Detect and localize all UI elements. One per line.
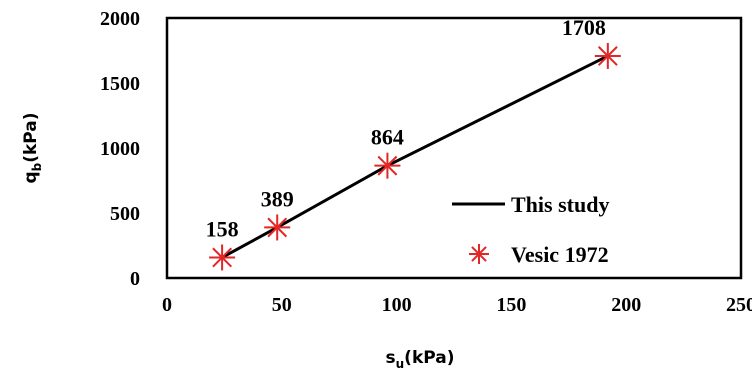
x-axis-ticks: 0 50 100 150 200 250 xyxy=(162,294,752,316)
y-axis-ticks: 0 500 1000 1500 2000 xyxy=(100,8,140,290)
this-study-line xyxy=(221,54,609,259)
plot-frame xyxy=(165,16,743,280)
vesic-1972-marker xyxy=(264,214,291,241)
y-tick-label: 2000 xyxy=(100,8,140,30)
series-layer xyxy=(209,42,621,271)
data-label: 158 xyxy=(206,216,239,241)
x-tick-label: 150 xyxy=(496,294,526,316)
y-tick-label: 1000 xyxy=(100,138,140,160)
data-label: 389 xyxy=(261,186,294,211)
x-tick-label: 50 xyxy=(272,294,292,316)
x-tick-label: 200 xyxy=(611,294,641,316)
legend-label: Vesic 1972 xyxy=(511,242,609,267)
legend-label: This study xyxy=(511,192,609,217)
y-tick-label: 0 xyxy=(130,268,140,290)
data-label: 864 xyxy=(371,125,404,150)
legend-swatch-marker xyxy=(469,244,489,264)
x-tick-label: 250 xyxy=(726,294,752,316)
data-label: 1708 xyxy=(562,15,606,40)
vesic-1972-marker xyxy=(209,244,236,271)
x-axis-title: su(kPa) xyxy=(386,348,455,371)
y-axis-title: qb(kPa) xyxy=(21,112,44,183)
vesic-1972-marker xyxy=(594,42,621,69)
x-tick-label: 0 xyxy=(162,294,172,316)
legend: This study Vesic 1972 xyxy=(452,192,609,267)
data-labels: 158 389 864 1708 xyxy=(206,15,606,242)
y-tick-label: 1500 xyxy=(100,73,140,95)
y-tick-label: 500 xyxy=(110,203,140,225)
plot-area xyxy=(165,16,743,280)
vesic-1972-marker xyxy=(374,152,401,179)
x-tick-label: 100 xyxy=(382,294,412,316)
